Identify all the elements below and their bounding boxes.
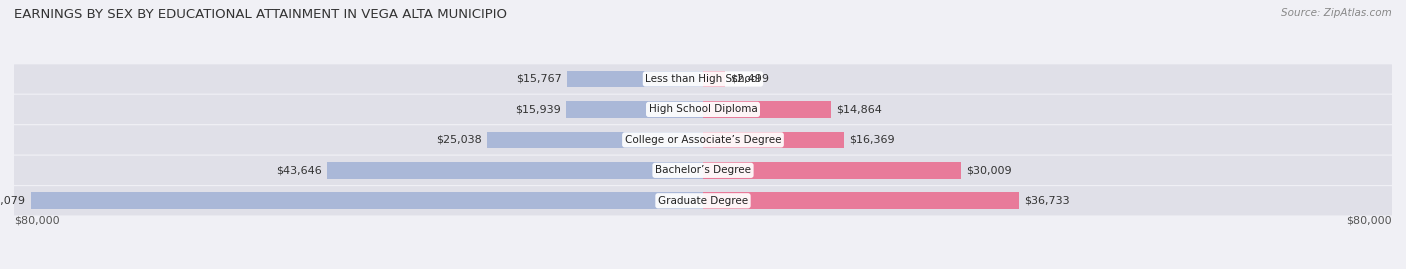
Text: $15,767: $15,767 <box>516 74 562 84</box>
Text: College or Associate’s Degree: College or Associate’s Degree <box>624 135 782 145</box>
Text: Less than High School: Less than High School <box>645 74 761 84</box>
Text: High School Diploma: High School Diploma <box>648 104 758 114</box>
FancyBboxPatch shape <box>14 156 1392 185</box>
Bar <box>703 192 1019 209</box>
Text: $80,000: $80,000 <box>14 215 59 225</box>
Bar <box>488 132 703 148</box>
Text: Graduate Degree: Graduate Degree <box>658 196 748 206</box>
Bar <box>703 162 962 179</box>
Text: $30,009: $30,009 <box>966 165 1012 175</box>
Bar <box>703 70 724 87</box>
Bar <box>31 192 703 209</box>
Text: $15,939: $15,939 <box>515 104 561 114</box>
FancyBboxPatch shape <box>14 64 1392 94</box>
Text: $16,369: $16,369 <box>849 135 894 145</box>
Bar <box>328 162 703 179</box>
FancyBboxPatch shape <box>14 95 1392 124</box>
Text: $43,646: $43,646 <box>276 165 322 175</box>
Bar <box>703 101 831 118</box>
Bar <box>565 101 703 118</box>
Bar <box>703 132 844 148</box>
Text: $36,733: $36,733 <box>1025 196 1070 206</box>
Text: $80,000: $80,000 <box>1347 215 1392 225</box>
Text: Source: ZipAtlas.com: Source: ZipAtlas.com <box>1281 8 1392 18</box>
Text: EARNINGS BY SEX BY EDUCATIONAL ATTAINMENT IN VEGA ALTA MUNICIPIO: EARNINGS BY SEX BY EDUCATIONAL ATTAINMEN… <box>14 8 508 21</box>
Text: $78,079: $78,079 <box>0 196 25 206</box>
FancyBboxPatch shape <box>14 125 1392 154</box>
Text: Bachelor’s Degree: Bachelor’s Degree <box>655 165 751 175</box>
Text: $14,864: $14,864 <box>837 104 882 114</box>
Text: $25,038: $25,038 <box>436 135 482 145</box>
Text: $2,499: $2,499 <box>730 74 769 84</box>
FancyBboxPatch shape <box>14 186 1392 215</box>
Bar <box>567 70 703 87</box>
